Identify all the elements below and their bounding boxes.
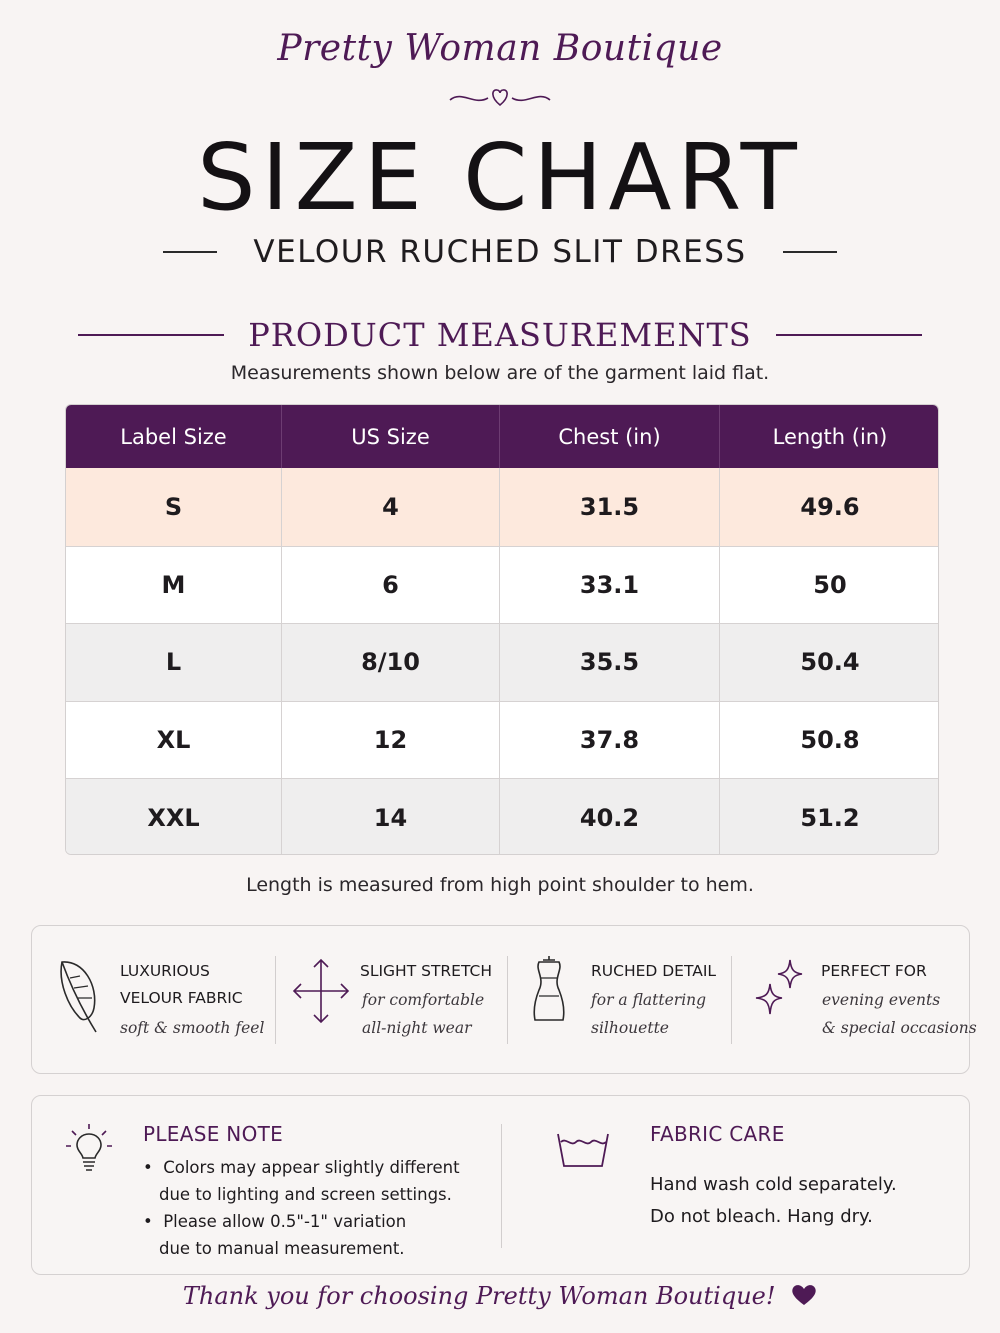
product-name: VELOUR RUCHED SLIT DRESS	[253, 234, 747, 270]
divider-line	[501, 1124, 502, 1248]
table-row: M 6 33.1 50	[66, 545, 938, 624]
feature-title: PERFECT FOR	[821, 962, 927, 980]
measurement-footnote: Length is measured from high point shoul…	[246, 874, 754, 896]
dress-form-icon	[533, 956, 565, 1021]
note-text: due to lighting and screen settings.	[159, 1185, 452, 1204]
heart-icon	[792, 1285, 816, 1305]
note-text: due to manual measurement.	[159, 1239, 405, 1258]
divider-line	[731, 956, 732, 1044]
feature-title: RUCHED DETAIL	[591, 962, 717, 980]
bullet-dot: •	[143, 1212, 164, 1231]
lightbulb-icon	[66, 1124, 112, 1171]
thank-you-text: Thank you for choosing Pretty Woman Bout…	[182, 1282, 776, 1310]
table-cell: 40.2	[500, 779, 720, 854]
brand-name: Pretty Woman Boutique	[277, 28, 723, 69]
table-cell: 31.5	[500, 468, 720, 546]
heart-flourish-icon	[449, 89, 551, 107]
table-body: S 4 31.5 49.6 M 6 33.1 50 L 8/10 35.5 50…	[66, 468, 938, 854]
divider-line	[163, 251, 218, 253]
table-cell: M	[66, 546, 282, 624]
table-cell: 4	[282, 468, 500, 546]
note-text: Please allow 0.5"-1" variation	[163, 1212, 407, 1231]
table-cell: L	[66, 624, 282, 701]
table-cell: 35.5	[500, 624, 720, 701]
table-row: XL 12 37.8 50.8	[66, 700, 938, 779]
table-cell: 50.8	[800, 726, 860, 755]
intro-text: Measurements shown below are of the garm…	[230, 362, 770, 384]
subtitle-row: VELOUR RUCHED SLIT DRESS	[0, 232, 1000, 272]
table-cell: S	[66, 468, 282, 546]
feature-subtitle: silhouette	[591, 1019, 669, 1037]
sparkles-icon	[755, 959, 803, 1015]
feature-title: SLIGHT STRETCH	[360, 962, 493, 980]
table-cell: XXL	[66, 779, 282, 854]
header-us-size: US Size	[282, 405, 500, 468]
feature-title: LUXURIOUS	[120, 962, 210, 980]
note-bullet: • Colors may appear slightly different	[143, 1158, 460, 1177]
table-row: L 8/10 35.5 50.4	[66, 623, 938, 701]
table-cell: 37.8	[500, 701, 720, 779]
table-row: S 4 31.5 49.6	[66, 468, 938, 546]
section-title: PRODUCT MEASUREMENTS	[248, 316, 752, 354]
feature-stretch: SLIGHT STRETCH for comfortable all-night…	[290, 956, 510, 1046]
header-chest: Chest (in)	[500, 405, 720, 468]
divider-line	[782, 251, 837, 253]
table-row: XXL 14 40.2 51.2	[66, 778, 938, 854]
table-cell: 6	[282, 546, 500, 624]
table-cell: 51.2	[800, 803, 860, 832]
feature-subtitle: evening events	[822, 991, 941, 1009]
table-header-row: Label Size US Size Chest (in) Length (in…	[66, 405, 938, 468]
feature-ruched: RUCHED DETAIL for a flattering silhouett…	[529, 956, 739, 1046]
feature-title: VELOUR FABRIC	[120, 989, 243, 1007]
stretch-arrows-icon	[292, 958, 350, 1024]
section-heading-row: PRODUCT MEASUREMENTS	[0, 312, 1000, 358]
header-length: Length (in)	[772, 424, 888, 449]
wash-basin-icon	[557, 1133, 609, 1167]
notes-panel: PLEASE NOTE • Colors may appear slightly…	[31, 1095, 970, 1275]
features-panel: LUXURIOUS VELOUR FABRIC soft & smooth fe…	[31, 925, 977, 1074]
note-bullet: • Please allow 0.5"-1" variation	[143, 1212, 406, 1231]
care-instruction: Do not bleach. Hang dry.	[650, 1206, 873, 1227]
table-cell: XL	[66, 701, 282, 779]
please-note-title: PLEASE NOTE	[143, 1122, 284, 1146]
feature-subtitle: for a flattering	[591, 991, 707, 1009]
table-cell: 33.1	[500, 546, 720, 624]
table-cell: 12	[282, 701, 500, 779]
bullet-dot: •	[143, 1158, 164, 1177]
divider-line	[507, 956, 508, 1044]
divider-line	[275, 956, 276, 1044]
care-instruction: Hand wash cold separately.	[650, 1174, 897, 1195]
note-text: Colors may appear slightly different	[163, 1158, 460, 1177]
feature-subtitle: & special occasions	[822, 1019, 977, 1037]
table-cell: 14	[282, 779, 500, 854]
size-table: Label Size US Size Chest (in) Length (in…	[65, 404, 939, 855]
table-cell: 50	[813, 570, 847, 599]
page-title: SIZE CHART	[197, 124, 803, 231]
table-cell: 8/10	[282, 624, 500, 701]
feature-subtitle: all-night wear	[362, 1019, 472, 1037]
divider-line	[78, 334, 225, 336]
feature-subtitle: soft & smooth feel	[120, 1019, 265, 1037]
header-label-size: Label Size	[66, 405, 282, 468]
feature-occasions: PERFECT FOR evening events & special occ…	[754, 956, 977, 1046]
table-cell: 49.6	[800, 492, 860, 521]
thank-you-message: Thank you for choosing Pretty Woman Bout…	[0, 1282, 1000, 1310]
divider-line	[775, 334, 922, 336]
feather-icon	[60, 961, 97, 1033]
table-cell: 50.4	[800, 648, 860, 677]
fabric-care-title: FABRIC CARE	[650, 1122, 785, 1146]
feature-velour: LUXURIOUS VELOUR FABRIC soft & smooth fe…	[54, 956, 284, 1046]
feature-subtitle: for comfortable	[362, 991, 485, 1009]
